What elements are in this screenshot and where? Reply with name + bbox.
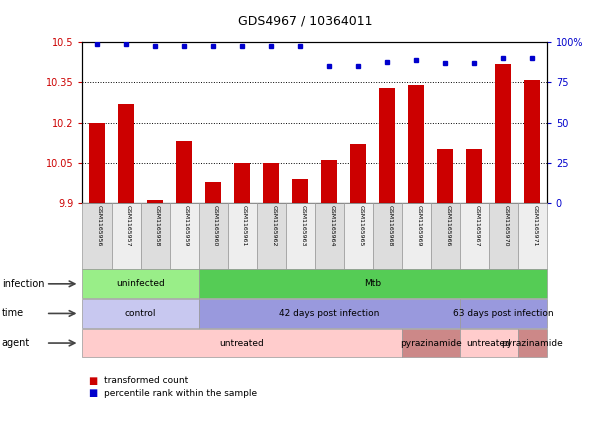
Bar bbox=[263, 163, 279, 203]
Bar bbox=[437, 149, 453, 203]
Bar bbox=[321, 160, 337, 203]
Bar bbox=[118, 104, 134, 203]
Text: untreated: untreated bbox=[220, 338, 265, 348]
Text: uninfected: uninfected bbox=[116, 279, 165, 288]
Text: GSM1165959: GSM1165959 bbox=[184, 205, 189, 247]
Text: transformed count: transformed count bbox=[104, 376, 188, 385]
Bar bbox=[466, 149, 482, 203]
Text: GSM1165971: GSM1165971 bbox=[532, 205, 537, 247]
Text: GSM1165966: GSM1165966 bbox=[445, 205, 450, 246]
Bar bbox=[350, 144, 366, 203]
Text: time: time bbox=[2, 308, 24, 319]
Text: ■: ■ bbox=[89, 388, 98, 398]
Text: GSM1165965: GSM1165965 bbox=[358, 205, 363, 246]
Text: ■: ■ bbox=[89, 376, 98, 386]
Text: control: control bbox=[125, 309, 156, 318]
Text: pyrazinamide: pyrazinamide bbox=[502, 338, 563, 348]
Text: percentile rank within the sample: percentile rank within the sample bbox=[104, 389, 257, 398]
Bar bbox=[292, 179, 308, 203]
Bar bbox=[234, 163, 250, 203]
Text: 63 days post infection: 63 days post infection bbox=[453, 309, 554, 318]
Text: pyrazinamide: pyrazinamide bbox=[400, 338, 462, 348]
Text: GSM1165958: GSM1165958 bbox=[155, 205, 160, 246]
Bar bbox=[524, 80, 540, 203]
Text: GSM1165961: GSM1165961 bbox=[242, 205, 247, 246]
Text: GSM1165962: GSM1165962 bbox=[271, 205, 276, 247]
Bar bbox=[379, 88, 395, 203]
Bar bbox=[205, 181, 221, 203]
Text: Mtb: Mtb bbox=[364, 279, 381, 288]
Text: GDS4967 / 10364011: GDS4967 / 10364011 bbox=[238, 15, 373, 28]
Text: GSM1165960: GSM1165960 bbox=[213, 205, 218, 246]
Bar bbox=[89, 123, 105, 203]
Bar bbox=[147, 201, 163, 203]
Text: 42 days post infection: 42 days post infection bbox=[279, 309, 379, 318]
Text: GSM1165969: GSM1165969 bbox=[416, 205, 421, 247]
Bar bbox=[408, 85, 424, 203]
Text: GSM1165956: GSM1165956 bbox=[97, 205, 102, 246]
Bar bbox=[176, 141, 192, 203]
Text: GSM1165968: GSM1165968 bbox=[387, 205, 392, 246]
Text: GSM1165970: GSM1165970 bbox=[503, 205, 508, 247]
Text: GSM1165967: GSM1165967 bbox=[474, 205, 479, 247]
Text: untreated: untreated bbox=[466, 338, 511, 348]
Bar bbox=[496, 64, 511, 203]
Text: GSM1165963: GSM1165963 bbox=[300, 205, 305, 247]
Text: GSM1165964: GSM1165964 bbox=[329, 205, 334, 247]
Text: GSM1165957: GSM1165957 bbox=[126, 205, 131, 247]
Text: infection: infection bbox=[2, 279, 45, 289]
Text: agent: agent bbox=[2, 338, 30, 348]
